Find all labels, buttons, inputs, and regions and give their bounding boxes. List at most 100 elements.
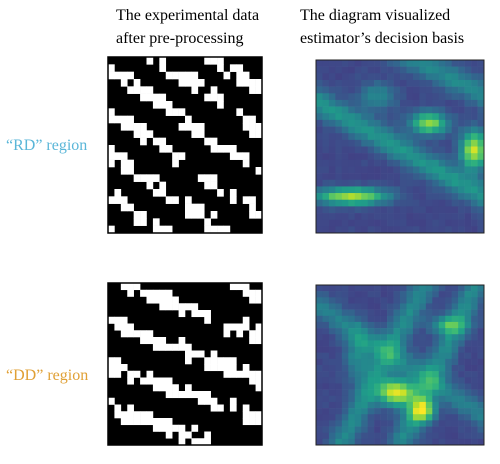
pixel (438, 408, 446, 415)
pixel (108, 357, 115, 365)
pixel (432, 126, 440, 134)
pixel (361, 73, 368, 81)
pixel (361, 66, 368, 74)
pixel (127, 404, 134, 412)
pixel (367, 173, 375, 181)
pixel (425, 60, 433, 67)
pixel (354, 352, 362, 360)
pixel (328, 113, 336, 121)
pixel (367, 153, 375, 161)
pixel (354, 334, 362, 341)
pixel (185, 343, 192, 351)
pixel (197, 310, 205, 318)
pixel (146, 370, 154, 378)
pixel (425, 414, 433, 421)
pixel (464, 219, 472, 227)
pixel (412, 358, 420, 366)
pixel (419, 93, 427, 101)
pixel (445, 389, 452, 397)
pixel (367, 86, 375, 94)
pixel (361, 139, 368, 147)
pixel (477, 432, 485, 440)
pixel (451, 395, 459, 403)
pixel (451, 352, 459, 360)
pixel (316, 395, 323, 403)
pixel (432, 159, 440, 167)
pixel (348, 389, 356, 397)
pixel (387, 346, 394, 353)
pixel (419, 86, 427, 94)
pixel (458, 193, 465, 201)
pixel (387, 395, 394, 403)
pixel (471, 358, 478, 366)
pixel (354, 60, 362, 67)
pixel (197, 397, 205, 405)
pixel (328, 119, 336, 127)
pixel (387, 401, 394, 409)
pixel (316, 438, 323, 446)
pixel (425, 226, 433, 234)
pixel (361, 213, 368, 220)
pixel (354, 133, 362, 141)
pixel (341, 340, 349, 347)
pixel (477, 213, 485, 220)
pixel (471, 79, 478, 87)
pixel (348, 414, 356, 421)
pixel (328, 297, 336, 304)
pixel (236, 108, 244, 116)
pixel (236, 323, 244, 331)
pixel (367, 213, 375, 220)
pixel (335, 113, 343, 121)
pixel (380, 106, 388, 114)
pixel (374, 60, 381, 67)
pixel (322, 93, 330, 101)
pixel (412, 159, 420, 167)
pixel (458, 119, 465, 127)
pixel (249, 330, 256, 338)
pixel (387, 213, 394, 220)
pixel (354, 389, 362, 397)
pixel (458, 133, 465, 141)
pixel (328, 126, 336, 134)
pixel (367, 119, 375, 127)
pixel (471, 99, 478, 107)
pixel (210, 225, 218, 234)
pixel (425, 219, 433, 227)
pixel (348, 79, 356, 87)
pixel (159, 418, 167, 426)
pixel (127, 289, 134, 297)
pixel (159, 181, 167, 190)
row-label: “DD” region (6, 367, 88, 384)
pixel (204, 316, 211, 324)
pixel (328, 153, 336, 161)
pixel (328, 133, 336, 141)
pixel (419, 438, 427, 446)
pixel (412, 371, 420, 378)
pixel (412, 420, 420, 427)
pixel (374, 173, 381, 181)
pixel (380, 408, 388, 415)
pixel (432, 401, 440, 409)
pixel (114, 323, 122, 331)
pixel (400, 346, 407, 353)
pixel (367, 113, 375, 121)
pixel (217, 93, 224, 102)
pixel (387, 113, 394, 121)
pixel (380, 119, 388, 127)
pixel (348, 334, 356, 341)
pixel (432, 315, 440, 323)
pixel (412, 426, 420, 433)
pixel (114, 370, 122, 378)
pixel (380, 206, 388, 214)
pixel (432, 146, 440, 154)
pixel (178, 79, 186, 87)
pixel (425, 315, 433, 323)
pixel (412, 206, 420, 214)
pixel (471, 414, 478, 421)
pixel (348, 113, 356, 121)
pixel (406, 371, 414, 378)
pixel (367, 219, 375, 227)
pixel (419, 426, 427, 433)
pixel (354, 186, 362, 194)
pixel (255, 211, 263, 219)
